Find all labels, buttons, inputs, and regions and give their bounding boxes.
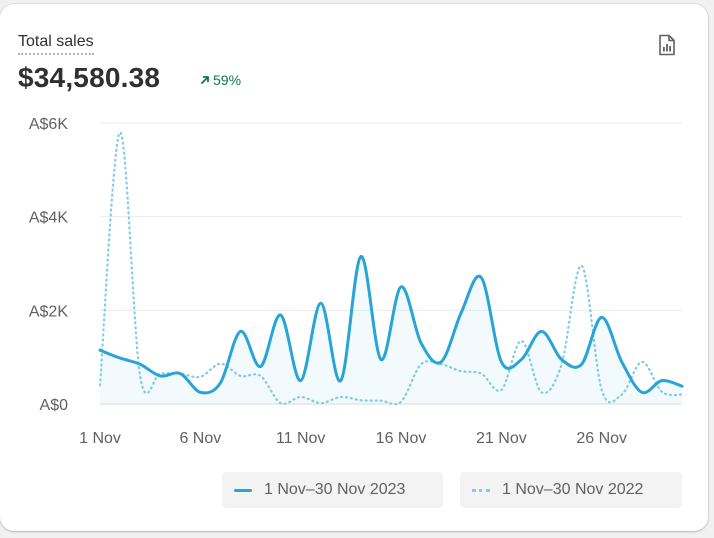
legend-item-2023[interactable]: 1 Nov–30 Nov 2023: [222, 472, 443, 508]
x-tick-label: 21 Nov: [476, 430, 527, 447]
card-title[interactable]: Total sales: [18, 32, 94, 55]
series-2022-line: [98, 131, 684, 406]
total-sales-value: $34,580.38: [18, 62, 161, 93]
report-document-icon: [659, 34, 675, 56]
x-tick-label: 6 Nov: [179, 430, 221, 447]
series-2023-line: [98, 254, 684, 395]
x-tick-label: 16 Nov: [376, 430, 427, 447]
x-tick-label: 1 Nov: [79, 430, 121, 447]
total-sales-card: Total sales $34,580.38 59%: [0, 4, 708, 531]
legend-label-2023: 1 Nov–30 Nov 2023: [264, 481, 406, 498]
trend-percent: 59%: [213, 72, 242, 88]
x-tick-label: 26 Nov: [576, 430, 627, 447]
trend-badge: 59%: [200, 72, 241, 88]
y-tick-label: A$6K: [29, 116, 68, 133]
legend-solid-swatch: [234, 488, 252, 492]
legend-dotted-swatch: [472, 488, 490, 492]
legend-item-2022[interactable]: 1 Nov–30 Nov 2022: [460, 472, 682, 508]
y-tick-label: A$2K: [29, 303, 68, 320]
y-tick-label: A$4K: [29, 210, 68, 227]
arrow-up-right-icon: [201, 76, 209, 84]
y-tick-label: A$0: [40, 397, 69, 414]
legend-label-2022: 1 Nov–30 Nov 2022: [502, 481, 644, 498]
x-tick-label: 11 Nov: [276, 430, 326, 447]
export-report-button[interactable]: [654, 32, 680, 58]
